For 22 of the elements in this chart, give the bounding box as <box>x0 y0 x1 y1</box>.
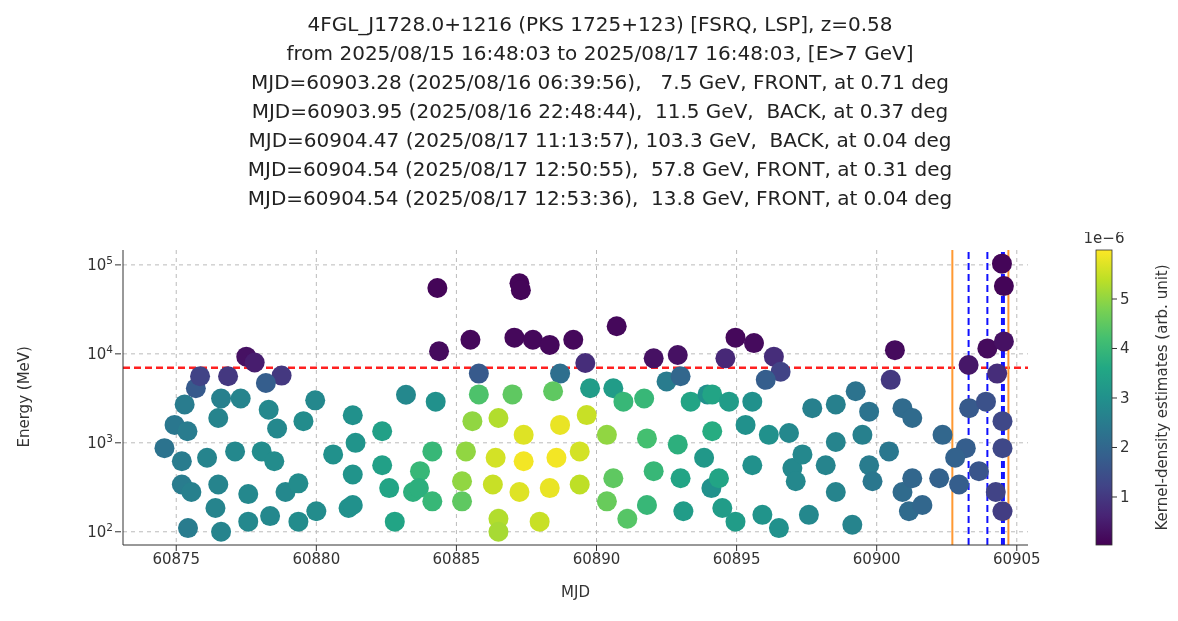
y-tick-label: 10$^{2}$ <box>87 520 113 541</box>
color-bar-label: 3 <box>1120 388 1130 407</box>
x-tick-label: 60890 <box>572 549 621 568</box>
y-tick-label: 10$^{4}$ <box>87 342 114 363</box>
y-tick-label: 10$^{3}$ <box>87 431 113 452</box>
text: 1e−6 <box>1083 229 1125 247</box>
chart-title: 4FGL_J1728.0+1216 (PKS 1725+123) [FSRQ, LSP], z=0.58 <box>306 11 894 38</box>
x-tick-label: 60900 <box>852 549 901 568</box>
y-axis-title: Energy (MeV) <box>15 346 34 448</box>
color-bar-title: Kernel-density estimates (arb. unit) <box>1153 264 1171 531</box>
x-axis-title: MJD <box>561 583 590 601</box>
x-tick-label: 60895 <box>712 549 761 568</box>
color-bar-label: 1 <box>1120 487 1130 506</box>
x-tick-label: 60905 <box>992 549 1041 568</box>
y-tick-label: 10$^{5}$ <box>87 253 113 274</box>
color-bar-label: 2 <box>1120 438 1130 457</box>
color-bar-label: 5 <box>1120 290 1130 308</box>
x-tick-label: 60875 <box>152 549 201 568</box>
color-bar-label: 4 <box>1120 339 1130 358</box>
x-tick-label: 60885 <box>432 549 481 568</box>
chart-subtitle: from 2025/08/15 16:48:03 to 2025/08/17 16:48:03, [E>7 GeV] MJD=60903.28 (2025/08/16 06:39:56), 7.5 GeV, FRONT, at 0.71 deg MJD=60903.95 (2025/08/16 22:48:44), 11.5 GeV, BACK, at 0.37 deg MJD=60904.47 (2025/08/17 11:13:57), 103.3 GeV, BACK, at 0.04 deg MJD=60904.54 (2025/08/17 12:50:55), 57.8 GeV, FRONT, at 0.31 deg MJD=60904.54 (2025/08/17 12:53:36), 13.8 GeV, FRONT, at 0.04 deg <box>246 40 954 212</box>
x-tick-label: 60880 <box>292 549 341 568</box>
